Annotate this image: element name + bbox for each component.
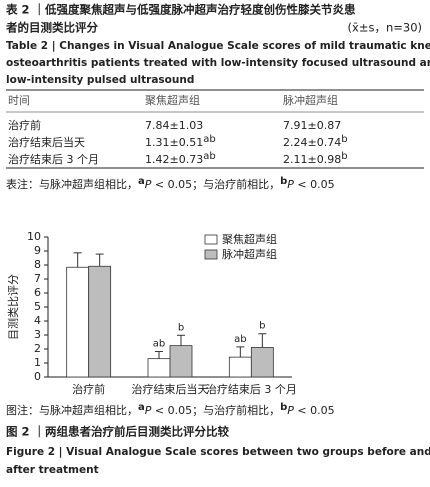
annotation: ab bbox=[153, 339, 165, 350]
y-tick-label: 8 bbox=[34, 258, 41, 271]
x-tick-label: 治疗前 bbox=[72, 382, 105, 396]
table-header: 聚焦超声组 bbox=[145, 93, 200, 107]
cell-text: 2.24±0.74 bbox=[283, 136, 341, 149]
y-tick-label: 4 bbox=[34, 314, 41, 327]
table-header: 时间 bbox=[8, 94, 30, 107]
table-title-en: osteoarthritis patients treated with low… bbox=[6, 57, 430, 69]
y-tick-label: 9 bbox=[34, 244, 41, 257]
figure-title-en: Figure 2 | Visual Analogue Scale scores … bbox=[6, 446, 430, 458]
cell-text: 7.84±1.03 bbox=[145, 119, 203, 132]
cell-text: 1.42±0.73 bbox=[145, 153, 203, 166]
table-cell: 2.24±0.74b bbox=[283, 134, 348, 149]
bar bbox=[88, 265, 112, 378]
bar bbox=[169, 345, 193, 378]
figure-title: 图 2 ｜两组患者治疗前后目测类比评分比较 bbox=[6, 425, 230, 439]
table-cell: 治疗结束后 3 个月 bbox=[8, 152, 99, 166]
note-text: P bbox=[145, 404, 152, 417]
cell-text: 2.11±0.98 bbox=[283, 153, 341, 166]
note-text: P bbox=[287, 404, 294, 417]
cell-text: 7.91±0.87 bbox=[283, 119, 341, 132]
table-cell: 7.91±0.87 bbox=[283, 119, 341, 132]
legend-label: 聚焦超声组 bbox=[222, 232, 277, 246]
y-tick-label: 1 bbox=[34, 356, 41, 369]
note-text: < 0.05；与治疗前相比， bbox=[151, 177, 280, 191]
table-cell: 2.11±0.98b bbox=[283, 151, 348, 166]
y-axis-label: 目测类比评分 bbox=[6, 274, 20, 340]
cell-text: 1.31±0.51 bbox=[145, 136, 203, 149]
note-sup: a bbox=[138, 402, 145, 413]
x-tick-label: 治疗结束后当天 bbox=[132, 382, 209, 396]
figure-note: 图注：与脉冲超声组相比，aP < 0.05；与治疗前相比，bP < 0.05 bbox=[6, 402, 335, 417]
note-text: < 0.05；与治疗前相比， bbox=[151, 403, 280, 417]
cell-text: 治疗结束后当天 bbox=[8, 135, 85, 149]
table-body: 治疗前 7.84±1.03 7.91±0.87 治疗结束后当天 1.31±0.51ab 2… bbox=[8, 118, 348, 166]
y-tick-label: 7 bbox=[34, 272, 41, 285]
table-title: 表 2 ｜低强度聚焦超声与低强度脉冲超声治疗轻度创伤性膝关节炎患 bbox=[5, 3, 356, 17]
cell-text: 治疗结束后 3 个月 bbox=[8, 152, 99, 166]
y-tick-label: 10 bbox=[27, 230, 41, 243]
bar bbox=[228, 356, 252, 378]
legend-label: 脉冲超声组 bbox=[222, 247, 277, 261]
table-note: 表注：与脉冲超声组相比，aP < 0.05；与治疗前相比，bP < 0.05 bbox=[6, 176, 335, 191]
note-sup: b bbox=[280, 176, 287, 187]
y-tick-label: 2 bbox=[34, 342, 41, 355]
bar bbox=[147, 358, 171, 378]
table-cell: 7.84±1.03 bbox=[145, 119, 203, 132]
note-sup: b bbox=[280, 402, 287, 413]
cell-sup: ab bbox=[203, 134, 215, 145]
legend-swatch bbox=[204, 249, 218, 260]
bar bbox=[66, 266, 90, 378]
table-stats: (x̄±s，n=30) bbox=[348, 21, 422, 35]
note-text: 表注：与脉冲超声组相比， bbox=[6, 177, 138, 191]
note-text: 图注：与脉冲超声组相比， bbox=[6, 403, 138, 417]
table-cell: 1.31±0.51ab bbox=[145, 134, 216, 149]
annotation: ab bbox=[234, 334, 246, 345]
x-tick-label: 治疗结束后 3 个月 bbox=[206, 382, 297, 396]
note-text: P bbox=[145, 178, 152, 191]
table-header: 脉冲超声组 bbox=[283, 93, 338, 107]
cell-sup: b bbox=[341, 151, 347, 162]
cell-text: 治疗前 bbox=[8, 118, 41, 132]
table-title: 者的目测类比评分 bbox=[5, 21, 98, 35]
bar bbox=[250, 347, 274, 378]
y-tick-label: 5 bbox=[34, 300, 41, 313]
table-cell: 治疗结束后当天 bbox=[8, 135, 85, 149]
y-tick-label: 0 bbox=[34, 370, 41, 383]
figure-title-en: after treatment bbox=[6, 464, 99, 476]
y-tick-label: 6 bbox=[34, 286, 41, 299]
note-text: P bbox=[287, 178, 294, 191]
note-text: < 0.05 bbox=[294, 404, 335, 417]
cell-sup: b bbox=[341, 134, 347, 145]
annotation: b bbox=[178, 322, 184, 333]
cell-sup: ab bbox=[203, 151, 215, 162]
table-title-en: Table 2 | Changes in Visual Analogue Sca… bbox=[6, 40, 430, 52]
table-title-en: low-intensity pulsed ultrasound bbox=[6, 74, 194, 86]
annotation: b bbox=[259, 321, 265, 332]
table-cell: 1.42±0.73ab bbox=[145, 151, 216, 166]
y-tick-label: 3 bbox=[34, 328, 41, 341]
note-text: < 0.05 bbox=[294, 178, 335, 191]
legend-swatch bbox=[204, 234, 218, 245]
note-sup: a bbox=[138, 176, 145, 187]
table-cell: 治疗前 bbox=[8, 118, 41, 132]
